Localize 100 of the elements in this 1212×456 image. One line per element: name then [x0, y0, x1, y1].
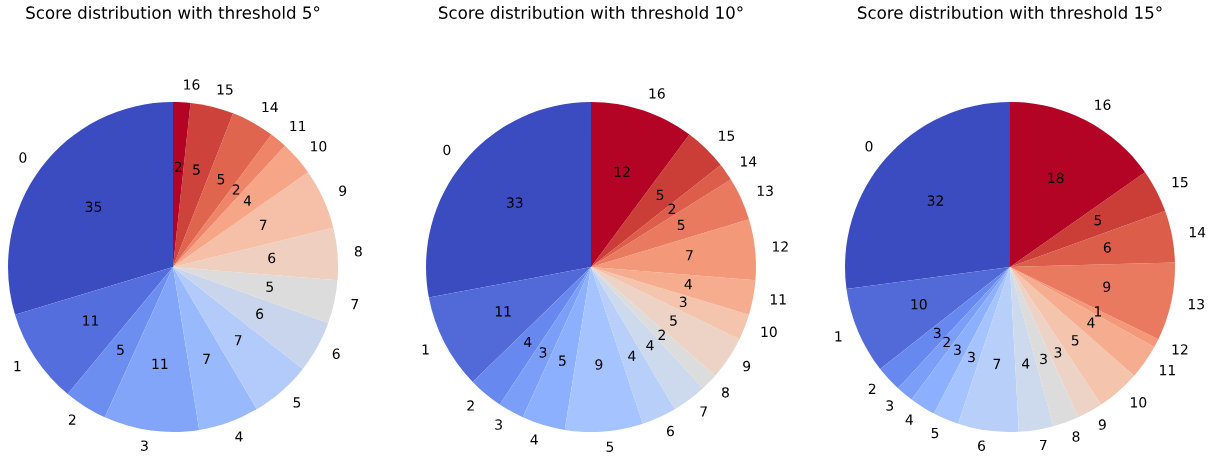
pie-slice: [104, 267, 200, 432]
slice-label: 0: [865, 141, 873, 152]
slice-label: 1: [422, 344, 429, 355]
data-label: 1: [1094, 306, 1101, 317]
data-label: 5: [670, 315, 677, 326]
data-label: 4: [646, 340, 654, 351]
pie-slice: [522, 267, 591, 430]
slice-label: 15: [719, 130, 735, 141]
pie-slice: [591, 179, 749, 267]
slice-label: 16: [649, 88, 665, 99]
slice-label: 2: [68, 414, 76, 425]
pie-slice: [591, 134, 721, 267]
pie-slice: [173, 102, 234, 267]
data-label: 4: [684, 279, 692, 290]
pie-slice: [591, 219, 756, 281]
slice-label: 5: [606, 441, 614, 452]
slice-label: 15: [217, 84, 233, 95]
data-label: 2: [658, 329, 665, 340]
data-label: 5: [656, 189, 664, 201]
slice-label: 5: [293, 397, 301, 408]
slice-label: 9: [1098, 419, 1106, 430]
data-label: 5: [1071, 335, 1079, 346]
data-label: 3: [1040, 353, 1047, 365]
data-label: 11: [83, 315, 99, 326]
slice-label: 6: [666, 425, 674, 437]
data-label: 11: [495, 306, 511, 317]
slice-label: 11: [770, 294, 786, 305]
slice-label: 10: [761, 326, 777, 338]
data-label: 4: [524, 336, 532, 348]
data-label: 18: [1048, 172, 1064, 184]
pie-slice: [472, 267, 591, 405]
slice-label: 8: [354, 246, 362, 257]
pie-slice: [1010, 211, 1175, 267]
data-label: 3: [968, 351, 975, 363]
slice-label: 11: [1160, 365, 1175, 376]
data-label: 33: [507, 197, 523, 208]
slice-label: 15: [1172, 177, 1188, 188]
data-label: 3: [679, 296, 687, 308]
pie-slice: [911, 267, 1010, 414]
slice-label: 14: [741, 156, 757, 167]
slice-label: 0: [443, 144, 451, 156]
pie-slice: [1010, 172, 1166, 267]
data-label: 4: [1087, 317, 1095, 328]
slice-label: 11: [290, 120, 306, 132]
slice-label: 10: [311, 141, 327, 152]
slice-label: 6: [978, 440, 986, 451]
data-label: 3: [886, 400, 894, 411]
data-label: 11: [152, 358, 168, 369]
data-label: 10: [911, 299, 927, 310]
data-label: 2: [668, 203, 676, 214]
data-label: 2: [174, 161, 182, 172]
slice-label: 10: [1131, 397, 1147, 408]
pie-slice: [880, 267, 1010, 389]
pie-slice: [1010, 267, 1054, 432]
pie-slice: [591, 267, 756, 315]
slice-label: 13: [1188, 298, 1204, 310]
chart-title: Score distribution with threshold 10°: [438, 6, 743, 19]
slice-label: 1: [14, 361, 21, 372]
slice-label: 4: [905, 414, 913, 425]
data-label: 3: [495, 419, 502, 430]
data-label: 9: [1103, 281, 1111, 292]
slice-label: 7: [700, 406, 707, 417]
slice-label: 1: [835, 331, 842, 342]
data-label: 7: [993, 358, 1001, 369]
slice-label: 7: [351, 299, 359, 310]
slice-label: 0: [19, 152, 27, 163]
data-label: 5: [217, 174, 225, 185]
slice-label: 7: [1040, 439, 1047, 451]
pie-slice: [845, 102, 1010, 289]
slice-label: 16: [1095, 99, 1111, 110]
slice-label: 3: [539, 347, 547, 358]
data-label: 6: [332, 348, 340, 359]
pie-slice: [1010, 267, 1102, 418]
pie-slice: [591, 267, 740, 376]
pie-slice: [173, 267, 329, 369]
data-label: 5: [1094, 215, 1102, 226]
slice-label: 14: [262, 101, 278, 113]
slice-label: 3: [141, 440, 148, 451]
data-label: 5: [193, 164, 200, 175]
pie-slice: [591, 267, 749, 340]
data-label: 12: [614, 166, 630, 177]
slice-label: 9: [339, 185, 347, 197]
slice-label: 5: [931, 427, 939, 439]
data-label: 4: [628, 350, 636, 361]
pie-slice: [1010, 267, 1155, 376]
chart-title: Score distribution with threshold 15°: [857, 6, 1162, 19]
chart-title: Score distribution with threshold 5°: [26, 6, 320, 19]
data-label: 2: [943, 336, 950, 348]
data-label: 4: [243, 195, 252, 206]
slice-label: 12: [773, 241, 788, 252]
pie-slice: [591, 267, 716, 389]
data-label: 5: [117, 344, 124, 355]
slice-label: 8: [1072, 431, 1080, 442]
data-label: 5: [266, 281, 273, 292]
data-label: 7: [234, 335, 242, 346]
data-label: 35: [85, 201, 102, 212]
pie-slice: [846, 267, 1010, 369]
pie-slice: [173, 267, 257, 430]
pie-slice: [1010, 267, 1079, 427]
slice-label: 14: [1189, 227, 1206, 238]
